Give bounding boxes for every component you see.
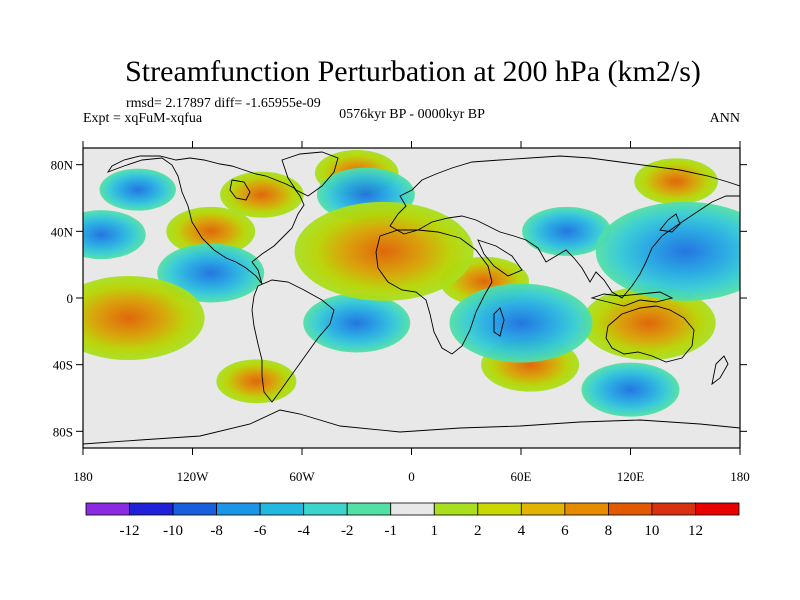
coastline-madagascar [493, 307, 505, 337]
coastline-greenland [281, 151, 339, 197]
coastline-eurasia [389, 155, 740, 299]
anomaly-negative-8 [83, 210, 146, 260]
colorbar-swatch [390, 502, 435, 516]
coastline-africa [375, 229, 493, 355]
colorbar-label: -8 [210, 523, 223, 539]
colorbar-label: 8 [605, 523, 613, 539]
colorbar-label: -1 [384, 523, 397, 539]
x-tick-label: 60E [511, 469, 532, 484]
colorbar-label: 4 [518, 523, 526, 539]
x-tick-label: 180 [730, 469, 750, 484]
y-tick-label: 40S [53, 358, 73, 373]
anomaly-negative-7 [522, 206, 612, 256]
x-tick-label: 0 [408, 469, 415, 484]
colorbar-label: 12 [688, 523, 703, 539]
colorbar-label: -6 [254, 523, 267, 539]
map-axes: 180 120W 60W 0 60E 120E 180 80N 40N 0 40S 80S [51, 141, 750, 484]
anomaly-positive-16 [83, 276, 205, 360]
colorbar-swatch [85, 502, 130, 516]
anomaly-negative-18 [595, 201, 740, 301]
stats-line: rmsd= 2.17897 diff= -1.65955e-09 [126, 96, 321, 111]
y-tick-label: 0 [67, 291, 74, 306]
anomaly-positive-3 [634, 158, 718, 205]
coastline-new-zealand [711, 355, 729, 386]
colorbar-label: -10 [163, 523, 183, 539]
colorbar-swatch [608, 502, 653, 516]
colorbar-label: 10 [644, 523, 659, 539]
coastline-japan [659, 213, 681, 233]
y-tick-label: 80N [51, 158, 74, 173]
colorbar-label: -12 [120, 523, 140, 539]
coastline-antarctica [83, 409, 740, 445]
colorbar-swatch [433, 502, 479, 516]
colorbar-swatch [303, 502, 348, 516]
x-tick-label: 120W [177, 469, 210, 484]
colorbar-swatch [520, 502, 566, 516]
coastline-south-america [251, 279, 335, 403]
anomaly-positive-14 [581, 286, 716, 360]
colorbar-swatch [477, 502, 522, 516]
colorbar-swatch [346, 502, 392, 516]
period-label: 0576kyr BP - 0000kyr BP [339, 107, 485, 122]
colorbar-swatch [564, 502, 609, 516]
coastline-arabia [477, 239, 523, 277]
colorbar-swatch [259, 502, 305, 516]
colorbar-label: -4 [297, 523, 310, 539]
colorbar-label: -2 [341, 523, 354, 539]
y-tick-label: 80S [53, 424, 73, 439]
anomaly-positive-1 [216, 359, 297, 404]
anomaly-negative-0 [99, 168, 176, 211]
chart-title: Streamfunction Perturbation at 200 hPa (… [125, 55, 701, 88]
x-tick-label: 60W [289, 469, 315, 484]
anomaly-positive-5 [166, 206, 256, 256]
y-tick-label: 40N [51, 224, 74, 239]
x-tick-label: 120E [617, 469, 645, 484]
anomaly-negative-11 [581, 362, 680, 417]
anomaly-negative-13 [303, 293, 411, 353]
season-label: ANN [710, 111, 740, 126]
coastlines [83, 151, 740, 445]
colorbar-swatch [216, 502, 261, 516]
colorbar-swatch [651, 502, 696, 516]
colorbar-label: 6 [561, 523, 569, 539]
x-tick-label: 180 [73, 469, 93, 484]
experiment-label: Expt = xqFuM-xqfua [83, 111, 203, 126]
colorbar: -12 -10 -8 -6 -4 -2 -1 1 2 4 6 8 10 12 [85, 502, 740, 539]
coastline-indonesia [590, 291, 674, 307]
anomaly-positive-17 [294, 201, 474, 301]
coastline-hudson-bay [229, 179, 251, 201]
anomaly-negative-15 [449, 283, 593, 363]
colorbar-swatch [172, 502, 217, 516]
anomaly-field [83, 150, 740, 417]
colorbar-swatch [695, 502, 740, 516]
colorbar-swatch [129, 502, 174, 516]
coastline-australia [605, 305, 695, 363]
colorbar-label: 2 [474, 523, 482, 539]
anomaly-negative-12 [157, 243, 265, 303]
colorbar-label: 1 [431, 523, 439, 539]
map-panel: 180 120W 60W 0 60E 120E 180 80N 40N 0 40S 80S [51, 141, 750, 484]
coastline-north-america [106, 155, 305, 285]
